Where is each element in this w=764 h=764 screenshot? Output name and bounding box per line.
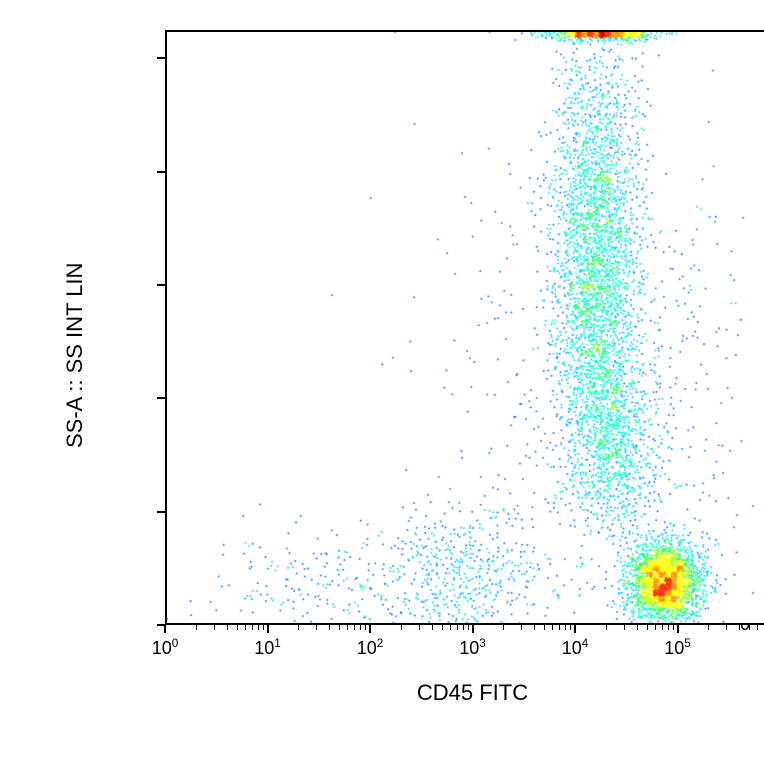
x-tick-label: 104 [550, 637, 600, 659]
x-tick-mark [677, 625, 679, 633]
x-minor-tick [227, 625, 228, 630]
y-tick-mark [157, 57, 165, 59]
x-tick-label: 101 [243, 637, 293, 659]
flow-cytometry-chart: SS-A :: SS INT LIN 0200K400K600K800K1,0M… [50, 10, 750, 754]
x-minor-tick [503, 625, 504, 630]
y-tick-mark [157, 284, 165, 286]
x-tick-mark [472, 625, 474, 633]
x-minor-tick [339, 625, 340, 630]
x-minor-tick [245, 625, 246, 630]
x-minor-tick [655, 625, 656, 630]
x-minor-tick [757, 625, 758, 630]
plot-area [165, 30, 764, 625]
x-minor-tick [559, 625, 560, 630]
x-minor-tick [442, 625, 443, 630]
x-minor-tick [552, 625, 553, 630]
x-minor-tick [726, 625, 727, 630]
x-tick-mark [267, 625, 269, 633]
x-minor-tick [673, 625, 674, 630]
x-minor-tick [252, 625, 253, 630]
x-minor-tick [347, 625, 348, 630]
x-minor-tick [570, 625, 571, 630]
x-tick-label: 100 [140, 637, 190, 659]
x-minor-tick [450, 625, 451, 630]
x-minor-tick [463, 625, 464, 630]
x-minor-tick [365, 625, 366, 630]
x-tick-label: 105 [653, 637, 703, 659]
x-minor-tick [360, 625, 361, 630]
x-minor-tick [534, 625, 535, 630]
x-minor-tick [214, 625, 215, 630]
y-tick-mark [157, 511, 165, 513]
x-tick-label: 102 [345, 637, 395, 659]
y-tick-mark [157, 397, 165, 399]
x-tick-label: 106 [755, 637, 764, 659]
x-minor-tick [468, 625, 469, 630]
x-tick-mark [164, 625, 166, 633]
x-minor-tick [708, 625, 709, 630]
x-minor-tick [419, 625, 420, 630]
x-minor-tick [298, 625, 299, 630]
x-minor-tick [565, 625, 566, 630]
x-tick-mark [369, 625, 371, 633]
x-tick-label: 103 [448, 637, 498, 659]
x-axis-label: CD45 FITC [165, 680, 764, 706]
x-minor-tick [662, 625, 663, 630]
x-minor-tick [624, 625, 625, 630]
x-minor-tick [606, 625, 607, 630]
x-minor-tick [329, 625, 330, 630]
x-minor-tick [316, 625, 317, 630]
x-minor-tick [401, 625, 402, 630]
x-minor-tick [196, 625, 197, 630]
x-minor-tick [637, 625, 638, 630]
x-minor-tick [432, 625, 433, 630]
scatter-canvas [167, 32, 764, 625]
y-tick-mark [157, 171, 165, 173]
x-minor-tick [457, 625, 458, 630]
x-minor-tick [354, 625, 355, 630]
x-minor-tick [739, 625, 740, 630]
x-minor-tick [237, 625, 238, 630]
x-minor-tick [668, 625, 669, 630]
x-minor-tick [521, 625, 522, 630]
x-minor-tick [258, 625, 259, 630]
x-minor-tick [749, 625, 750, 630]
x-minor-tick [544, 625, 545, 630]
x-minor-tick [263, 625, 264, 630]
y-axis-label: SS-A :: SS INT LIN [62, 198, 88, 448]
x-minor-tick [647, 625, 648, 630]
x-tick-mark [574, 625, 576, 633]
